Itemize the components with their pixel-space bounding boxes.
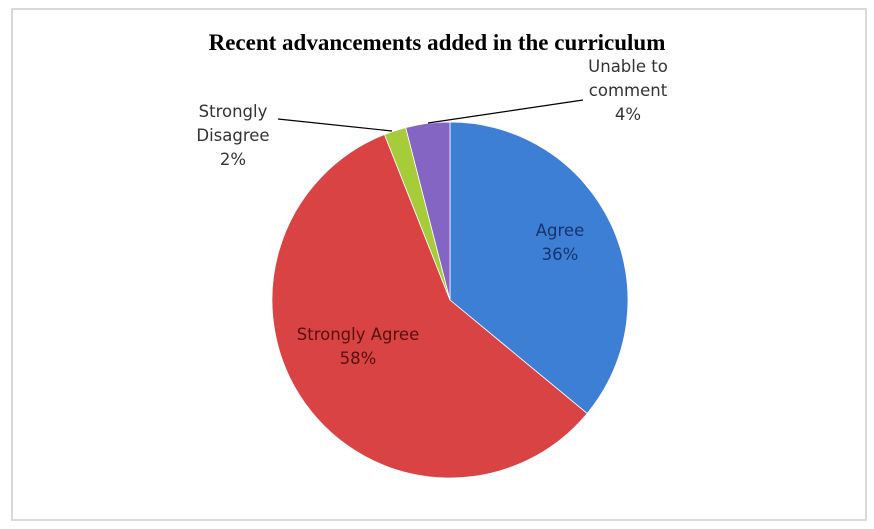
pie-slice-strongly-agree (271, 133, 588, 479)
chart-title: Recent advancements added in the curricu… (208, 30, 666, 55)
data-label: Unable to (588, 57, 668, 76)
data-label: Strongly (199, 102, 268, 121)
data-label: comment (589, 81, 668, 100)
data-label: 58% (340, 349, 377, 368)
data-label: Strongly Agree (297, 325, 419, 344)
data-label: 36% (542, 245, 579, 264)
leader-line (277, 118, 393, 132)
data-label: 2% (220, 150, 246, 169)
data-label: Agree (536, 221, 585, 240)
data-label: Disagree (196, 126, 269, 145)
data-label: 4% (615, 105, 641, 124)
pie-slice-unable-to-comment (405, 121, 451, 301)
leader-line (427, 99, 584, 124)
pie-slice-agree (449, 121, 629, 415)
